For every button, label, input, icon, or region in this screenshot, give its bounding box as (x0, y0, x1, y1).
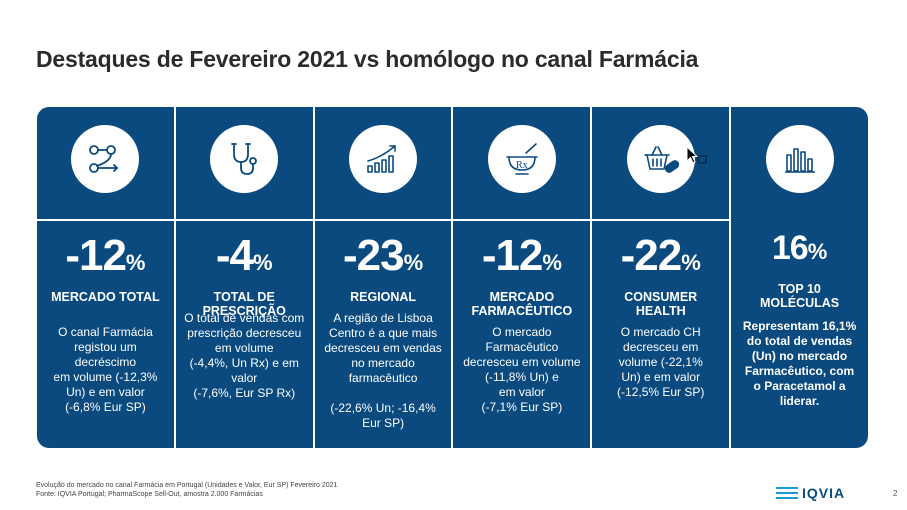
percent-number: -12 (65, 231, 127, 280)
percent-sign: % (807, 239, 828, 264)
card-description: O mercado Farmacêutico decresceu em volume… (463, 325, 581, 414)
footnote-line: Evolução do mercado no canal Farmácia em… (36, 482, 338, 489)
percent-value: -12% (37, 231, 174, 281)
footnote-source: Fonte: IQVIA Portugal; PharmaScope Sell-… (36, 491, 263, 498)
stethoscope-icon (231, 143, 258, 175)
percent-value: -12% (453, 231, 590, 281)
icon-badge (349, 125, 418, 193)
percent-value: -22% (592, 231, 729, 281)
flow-network-icon (89, 145, 119, 173)
percent-sign: % (542, 250, 562, 275)
highlight-card-mercado-total: -12% MERCADO TOTAL O canal Farmácia regis… (37, 107, 176, 448)
card-description: Representam 16,1% do total de vendas (Un) … (742, 319, 857, 408)
footnote: Evolução do mercado no canal Farmácia em… (36, 481, 337, 499)
divider (453, 219, 591, 221)
percent-number: -4 (215, 231, 254, 280)
percent-number: 16 (771, 229, 809, 267)
card-description: O canal Farmácia registou um decréscimo em … (53, 325, 158, 414)
highlight-card-top-10-moleculas: 16% TOP 10 MOLÉCULAS Representam 16,1% do … (731, 107, 868, 448)
percent-sign: % (253, 250, 273, 275)
card-label: CONSUMER HEALTH (624, 290, 698, 318)
percent-sign: % (125, 250, 146, 275)
card-label: MERCADO FARMACÊUTICO (471, 290, 573, 318)
divider (175, 219, 313, 221)
divider (592, 219, 730, 221)
percent-number: -22 (620, 231, 683, 280)
divider (314, 219, 452, 221)
growth-chart-icon (367, 145, 396, 173)
percent-number: -23 (342, 231, 405, 280)
card-description: A região de Lisboa Centro é a que mais dec… (324, 311, 442, 430)
icon-badge (71, 125, 140, 193)
mouse-cursor-icon (686, 146, 707, 164)
card-label: TOTAL DE PRESCRIÇÃO (202, 290, 286, 318)
icon-badge (626, 125, 695, 193)
logo-mark-icon (776, 487, 798, 499)
highlight-card-consumer-health: -22% CONSUMER HEALTH O mercado CH decresce… (592, 107, 732, 448)
percent-number: -12 (481, 231, 544, 280)
mortar-rx-icon: Rx (506, 143, 538, 175)
bar-chart-icon (784, 148, 815, 173)
page-number: 2 (893, 489, 898, 498)
highlight-card-regional: -23% REGIONAL A região de Lisboa Centro é… (314, 107, 454, 448)
card-description: O mercado CH decresceu em volume (-22,1% Un… (617, 325, 705, 399)
page-title: Destaques de Fevereiro 2021 vs homólogo … (36, 46, 699, 72)
card-label: REGIONAL (350, 290, 417, 304)
percent-value: -23% (315, 231, 452, 281)
icon-badge: Rx (487, 125, 556, 193)
percent-value: 16% (731, 229, 868, 268)
highlights-panel: -12% MERCADO TOTAL O canal Farmácia regis… (37, 107, 868, 448)
icon-badge (765, 125, 834, 193)
highlight-card-mercado-farmaceutico: Rx -12% MERCADO FARMACÊUTICO O mercado Far… (453, 107, 593, 448)
iqvia-logo: IQVIA (776, 485, 846, 501)
card-description: O total de vendas com prescrição decresce… (184, 311, 305, 400)
svg-text:Rx: Rx (516, 160, 528, 171)
divider (37, 219, 174, 221)
card-label: TOP 10 MOLÉCULAS (759, 282, 840, 310)
percent-sign: % (681, 250, 701, 275)
logo-text: IQVIA (802, 485, 846, 501)
icon-badge (210, 125, 279, 193)
basket-pill-icon (643, 146, 679, 173)
percent-value: -4% (176, 231, 313, 281)
highlight-card-total-prescricao: -4% TOTAL DE PRESCRIÇÃO O total de vendas… (175, 107, 315, 448)
percent-sign: % (403, 250, 424, 275)
card-label: MERCADO TOTAL (51, 290, 160, 304)
